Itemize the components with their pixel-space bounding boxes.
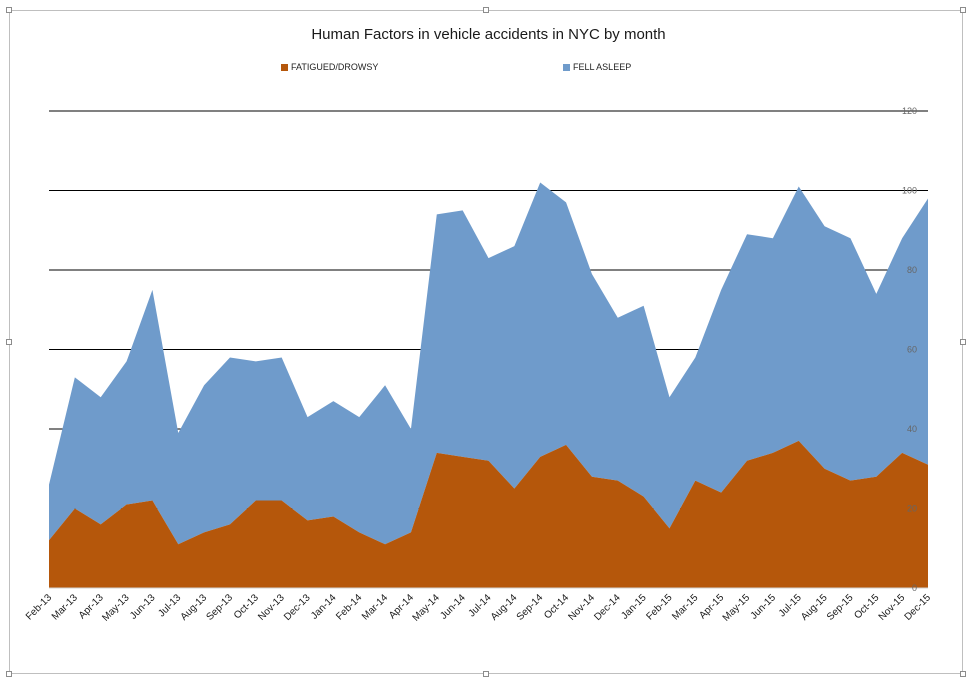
x-tick-label: May-13 [100, 592, 132, 624]
resize-handle[interactable] [483, 7, 489, 13]
legend-swatch-fell-asleep [563, 63, 570, 71]
x-tick-label: Jun-13 [128, 592, 158, 622]
resize-handle[interactable] [960, 7, 966, 13]
x-tick-label: Dec-13 [282, 592, 313, 623]
y-tick-label: 80 [907, 265, 917, 275]
x-tick-label: Feb-15 [644, 592, 674, 622]
x-tick-label: Nov-13 [256, 592, 287, 623]
x-tick-label: Aug-15 [799, 592, 830, 623]
resize-handle[interactable] [960, 671, 966, 677]
x-tick-label: Jun-14 [438, 592, 468, 622]
area-fatigued [49, 440, 928, 588]
x-tick-label: Jan-14 [309, 592, 339, 622]
y-tick-label: 0 [912, 583, 917, 593]
legend-swatch-fatigued [281, 63, 288, 71]
x-tick-label: Sep-13 [205, 592, 236, 623]
y-tick-label: 40 [907, 424, 917, 434]
legend-label-fell-asleep: FELL ASLEEP [573, 62, 632, 72]
resize-handle[interactable] [6, 671, 12, 677]
x-tick-label: Dec-15 [903, 592, 934, 623]
x-tick-label: May-15 [721, 592, 753, 624]
y-tick-label: 100 [902, 186, 917, 196]
y-tick-label: 120 [902, 106, 917, 116]
resize-handle[interactable] [960, 339, 966, 345]
chart-title: Human Factors in vehicle accidents in NY… [311, 26, 666, 43]
x-tick-label: Nov-15 [877, 592, 908, 623]
legend-label-fatigued: FATIGUED/DROWSY [291, 62, 379, 72]
legend-item-fell-asleep: FELL ASLEEP [563, 62, 631, 72]
y-tick-label: 20 [907, 504, 917, 514]
x-tick-label: Dec-14 [592, 592, 623, 623]
x-tick-label: Jun-15 [749, 592, 779, 622]
x-tick-label: Sep-15 [825, 592, 856, 623]
legend-item-fatigued: FATIGUED/DROWSY [281, 62, 378, 72]
x-tick-label: Jan-15 [619, 592, 649, 622]
x-tick-label: Mar-14 [360, 592, 390, 622]
x-tick-label: Aug-14 [489, 592, 520, 623]
x-tick-label: Mar-15 [670, 592, 700, 622]
x-tick-label: Sep-14 [515, 592, 546, 623]
resize-handle[interactable] [483, 671, 489, 677]
resize-handle[interactable] [6, 7, 12, 13]
x-tick-label: Mar-13 [50, 592, 80, 622]
x-tick-label: Feb-14 [334, 592, 364, 622]
y-tick-label: 60 [907, 345, 917, 355]
area-fell-asleep [49, 182, 928, 545]
x-tick-label: May-14 [411, 592, 443, 624]
x-tick-label: Nov-14 [566, 592, 597, 623]
resize-handle[interactable] [6, 339, 12, 345]
x-tick-label: Aug-13 [179, 592, 210, 623]
x-tick-label: Feb-13 [24, 592, 54, 622]
